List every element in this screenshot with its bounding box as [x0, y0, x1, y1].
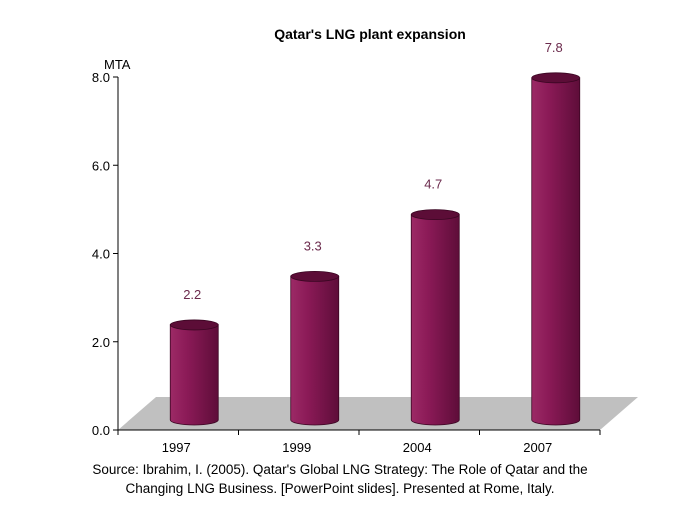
x-tick-label: 2007: [523, 440, 552, 455]
bar-body: [410, 214, 460, 426]
x-tick-label: 2004: [403, 440, 432, 455]
data-label: 7.8: [545, 40, 563, 55]
y-tick-label: 2.0: [92, 335, 110, 350]
data-label: 2.2: [183, 287, 201, 302]
bar: [531, 72, 581, 426]
y-tick-label: 6.0: [92, 158, 110, 173]
y-tick-label: 0.0: [92, 423, 110, 438]
chart-title: Qatar's LNG plant expansion: [274, 26, 466, 42]
source-line-1: Source: Ibrahim, I. (2005). Qatar's Glob…: [92, 462, 588, 477]
data-label: 4.7: [424, 177, 442, 192]
bar: [290, 270, 340, 426]
bar-top: [169, 319, 219, 331]
y-tick-label: 4.0: [92, 247, 110, 262]
x-tick-label: 1999: [282, 440, 311, 455]
data-label: 3.3: [304, 238, 322, 253]
y-tick-label: 8.0: [92, 70, 110, 85]
bar: [410, 209, 460, 426]
x-tick-label: 1997: [162, 440, 191, 455]
y-axis-unit: MTA: [104, 57, 131, 72]
bar-top: [410, 209, 460, 221]
bar-body: [290, 275, 340, 426]
bar-top: [290, 270, 340, 282]
bar-top: [531, 72, 581, 84]
source-line-2: Changing LNG Business. [PowerPoint slide…: [125, 481, 555, 496]
chart-floor: [118, 397, 638, 430]
bar: [169, 319, 219, 426]
bar-body: [169, 324, 219, 426]
bar-body: [531, 77, 581, 426]
